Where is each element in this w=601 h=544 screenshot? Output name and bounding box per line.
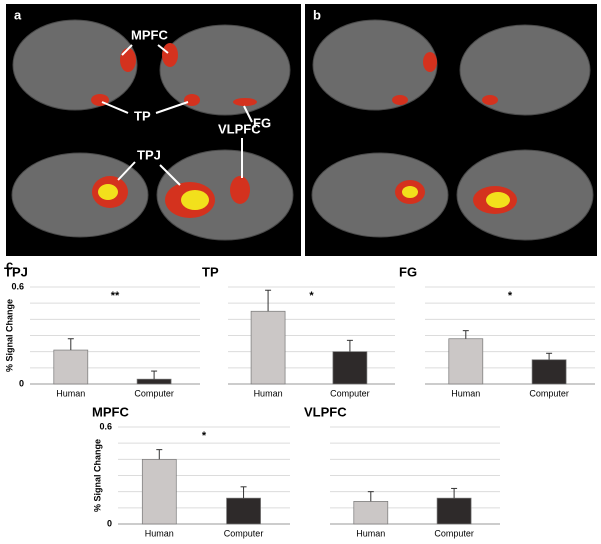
bar <box>448 338 484 385</box>
y-tick-label: 0 <box>19 378 24 388</box>
annotation: MPFC <box>131 27 168 42</box>
annotation: TPJ <box>137 147 161 162</box>
y-axis-label: % Signal Change <box>92 439 102 512</box>
x-tick-label: Human <box>356 528 385 538</box>
y-axis-label: % Signal Change <box>4 299 14 372</box>
bar <box>436 497 472 525</box>
x-tick-label: Computer <box>134 388 174 398</box>
significance: * <box>508 290 513 302</box>
x-tick-label: Human <box>254 388 283 398</box>
chart-title: VLPFC <box>304 404 347 419</box>
chart-title: TP <box>202 264 219 279</box>
x-tick-label: Computer <box>224 528 264 538</box>
y-tick-label: 0 <box>107 518 112 528</box>
panel-label: a <box>14 7 22 22</box>
bar <box>136 378 172 385</box>
significance: ** <box>111 290 120 302</box>
x-tick-label: Computer <box>529 388 569 398</box>
bar <box>332 351 368 385</box>
x-tick-label: Computer <box>330 388 370 398</box>
x-tick-label: Human <box>451 388 480 398</box>
bar <box>53 349 89 385</box>
bar <box>141 458 177 525</box>
bar <box>250 310 286 385</box>
chart-title: MPFC <box>92 404 129 419</box>
y-tick-label: 0.6 <box>99 421 112 431</box>
chart-title: FG <box>399 264 417 279</box>
significance: * <box>202 430 207 442</box>
annotation: FG <box>253 115 271 130</box>
bar <box>353 501 389 525</box>
arrows <box>101 44 253 186</box>
annotation: TP <box>134 108 151 123</box>
x-tick-label: Computer <box>434 528 474 538</box>
bar <box>531 359 567 385</box>
panel-label: b <box>313 7 321 22</box>
x-tick-label: Human <box>145 528 174 538</box>
significance: * <box>309 290 314 302</box>
annotation: VLPFC <box>218 121 261 136</box>
bar <box>226 497 261 525</box>
chart-title: TPJ <box>4 264 28 279</box>
y-tick-label: 0.6 <box>11 281 24 291</box>
x-tick-label: Human <box>56 388 85 398</box>
panel-label: c <box>6 257 13 272</box>
brain-b <box>311 19 594 241</box>
